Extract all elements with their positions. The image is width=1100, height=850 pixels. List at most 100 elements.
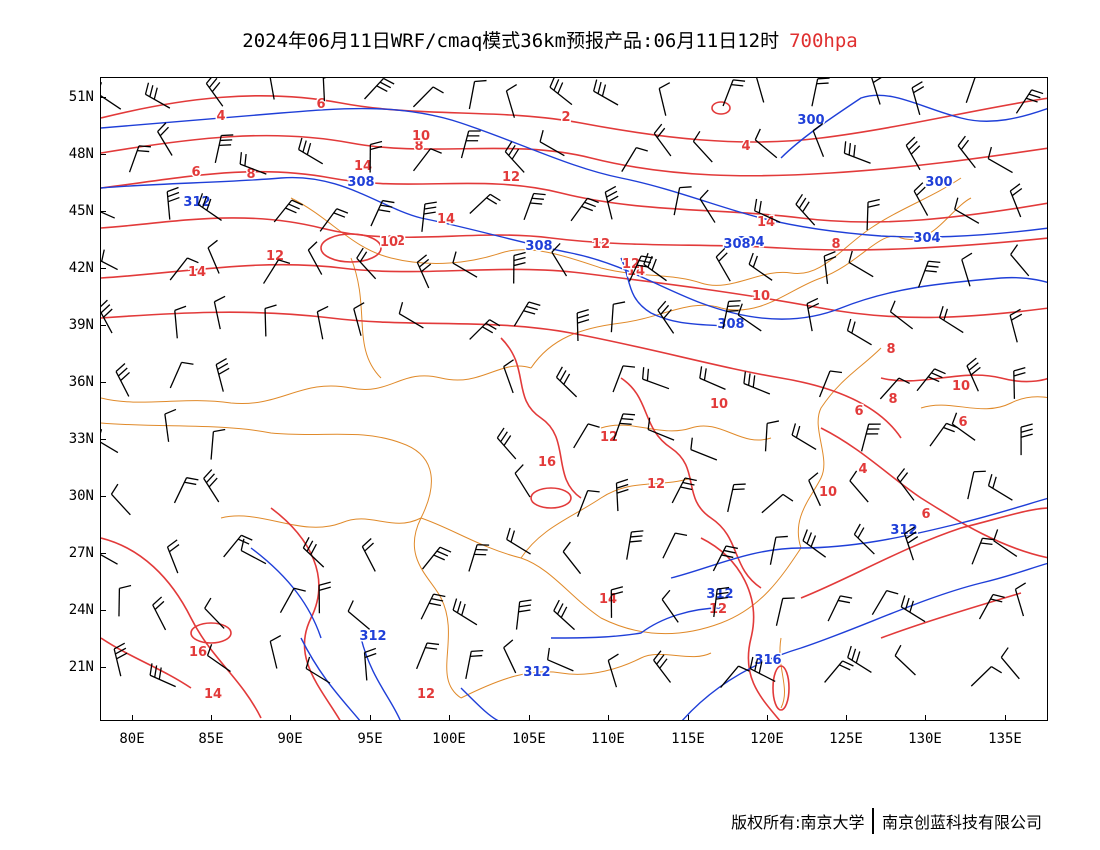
wind-barb xyxy=(761,493,794,514)
wind-barb xyxy=(204,597,225,629)
wind-barb xyxy=(613,413,636,441)
height-label: 304 xyxy=(913,231,940,246)
wind-barb xyxy=(128,145,151,173)
wind-barb xyxy=(513,251,526,284)
wind-barb xyxy=(860,423,881,452)
wind-barb xyxy=(422,546,452,570)
lon-label: 95E xyxy=(357,731,383,747)
wind-barb xyxy=(896,468,915,501)
temperature-label: 14 xyxy=(437,212,455,227)
wind-barb xyxy=(205,78,224,107)
map-title: 2024年06月11日WRF/cmaq模式36km预报产品:06月11日12时 7… xyxy=(0,26,1100,53)
temperature-label: 10 xyxy=(412,129,430,144)
wind-barb xyxy=(166,539,180,574)
lon-label: 90E xyxy=(277,731,303,747)
wind-barb xyxy=(818,370,843,398)
wind-barb xyxy=(671,477,697,504)
lon-label: 125E xyxy=(829,731,863,747)
wind-barb xyxy=(269,78,275,100)
wind-barb xyxy=(961,252,973,287)
footer: 版权所有:南京大学 南京创蓝科技有限公司 xyxy=(731,808,1042,834)
wind-barb xyxy=(713,586,730,618)
wind-barb xyxy=(262,259,291,284)
temperature-label: 6 xyxy=(958,415,967,430)
height-label: 312 xyxy=(359,629,386,644)
lon-label: 85E xyxy=(198,731,224,747)
lat-tick xyxy=(100,268,106,269)
lat-label: 48N xyxy=(68,146,94,162)
wind-barb xyxy=(505,84,518,118)
wind-barb xyxy=(643,252,667,282)
wind-barb xyxy=(903,526,919,561)
wind-barb xyxy=(452,598,478,626)
wind-barb xyxy=(152,596,167,631)
wind-barb xyxy=(712,545,738,572)
wind-barb xyxy=(149,663,176,688)
wind-barb xyxy=(207,239,220,274)
lat-label: 45N xyxy=(68,203,94,219)
temperature-label: 8 xyxy=(831,237,840,252)
wind-barb xyxy=(173,477,199,504)
lat-tick xyxy=(100,553,106,554)
wind-barb xyxy=(993,529,1018,558)
wind-barb xyxy=(562,541,582,575)
wind-barb xyxy=(115,362,130,397)
lat-label: 30N xyxy=(68,488,94,504)
wind-barb xyxy=(853,523,875,555)
wind-barb xyxy=(673,186,692,216)
lat-label: 21N xyxy=(68,659,94,675)
wind-barb xyxy=(307,241,323,275)
lon-label: 105E xyxy=(512,731,546,747)
wind-barb xyxy=(576,489,600,517)
wind-barb xyxy=(316,305,329,340)
height-label: 308 xyxy=(723,237,750,252)
wind-barb xyxy=(210,428,226,460)
lon-tick xyxy=(370,715,371,721)
title-main: 2024年06月11日WRF/cmaq模式36km预报产品:06月11日12时 xyxy=(242,30,780,52)
lat-label: 36N xyxy=(68,374,94,390)
wind-barb xyxy=(641,367,670,390)
wind-barb xyxy=(806,297,820,332)
title-level: 700hpa xyxy=(789,30,858,52)
wind-barb xyxy=(416,254,432,289)
wind-barb xyxy=(319,208,349,232)
temperature-label: 8 xyxy=(888,392,897,407)
temperature-label: 12 xyxy=(387,234,405,249)
wind-barb xyxy=(157,122,173,156)
lon-tick xyxy=(132,715,133,721)
wind-barb xyxy=(653,123,672,157)
wind-barb xyxy=(748,252,773,281)
wind-barb xyxy=(576,308,590,342)
lat-tick xyxy=(100,97,106,98)
temperature-label: 14 xyxy=(188,265,206,280)
wind-barb xyxy=(169,257,199,281)
lat-tick xyxy=(100,667,106,668)
temperature-label: 10 xyxy=(710,397,728,412)
footer-separator xyxy=(872,808,874,834)
wind-barb xyxy=(626,530,644,560)
wind-barb xyxy=(938,305,964,334)
wind-barb xyxy=(503,639,517,674)
wind-barb xyxy=(496,427,517,460)
wind-barb xyxy=(900,595,926,623)
temperature-label: 10 xyxy=(380,235,398,250)
wind-barb xyxy=(607,653,619,688)
lat-label: 27N xyxy=(68,545,94,561)
country-borders xyxy=(101,177,1047,709)
lon-label: 115E xyxy=(671,731,705,747)
wind-barb xyxy=(356,247,377,280)
wind-barb xyxy=(951,412,976,441)
temperature-contours xyxy=(101,95,1047,720)
wind-barb xyxy=(503,359,514,394)
geopotential-height-contours xyxy=(101,94,1047,720)
wind-barb xyxy=(1020,423,1033,456)
temperature-label: 6 xyxy=(921,507,930,522)
wind-barb xyxy=(101,211,115,219)
temperature-label: 6 xyxy=(191,165,200,180)
temperature-label: 10 xyxy=(952,379,970,394)
wind-barb xyxy=(929,422,958,447)
lon-tick xyxy=(767,715,768,721)
temperature-label: 12 xyxy=(709,602,727,617)
wind-barb xyxy=(610,586,624,618)
